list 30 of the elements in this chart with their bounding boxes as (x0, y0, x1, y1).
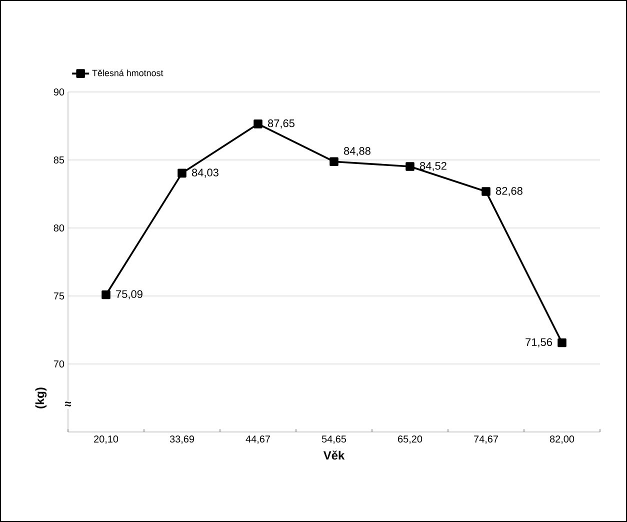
x-axis-title: Věk (323, 450, 345, 460)
point (558, 338, 566, 348)
y-tick-label: 85 (54, 156, 64, 164)
data-label: 75,09 (116, 290, 142, 300)
legend-label: Tělesná hmotnost (92, 69, 164, 76)
y-tick-label: 90 (54, 88, 64, 96)
data-label: 84,88 (344, 147, 370, 156)
data-label: 87,65 (268, 119, 294, 128)
y-tick-label: 70 (54, 360, 64, 368)
x-tick-label: 44,67 (246, 436, 270, 444)
point (482, 187, 490, 196)
point (406, 162, 414, 171)
x-tick-label: 82,00 (550, 436, 574, 444)
x-tick-label: 33,69 (170, 436, 194, 444)
point (330, 157, 338, 166)
data-label: 84,52 (420, 162, 446, 172)
y-tick-label: 75 (54, 292, 64, 300)
x-tick-label: 65,20 (398, 436, 422, 444)
point (254, 120, 262, 128)
y-tick-label: 80 (54, 224, 64, 232)
point (178, 168, 186, 178)
x-tick-label: 74,67 (474, 436, 498, 444)
y-axis-title: (kg) (35, 388, 47, 408)
data-label: 82,68 (496, 187, 522, 196)
data-label: 71,56 (526, 338, 552, 348)
annotation: ≈ (64, 402, 72, 406)
data-label: 84,03 (192, 168, 218, 178)
x-tick-label: 20,10 (94, 436, 118, 444)
x-tick-label: 54,65 (322, 436, 346, 444)
point (102, 290, 110, 300)
